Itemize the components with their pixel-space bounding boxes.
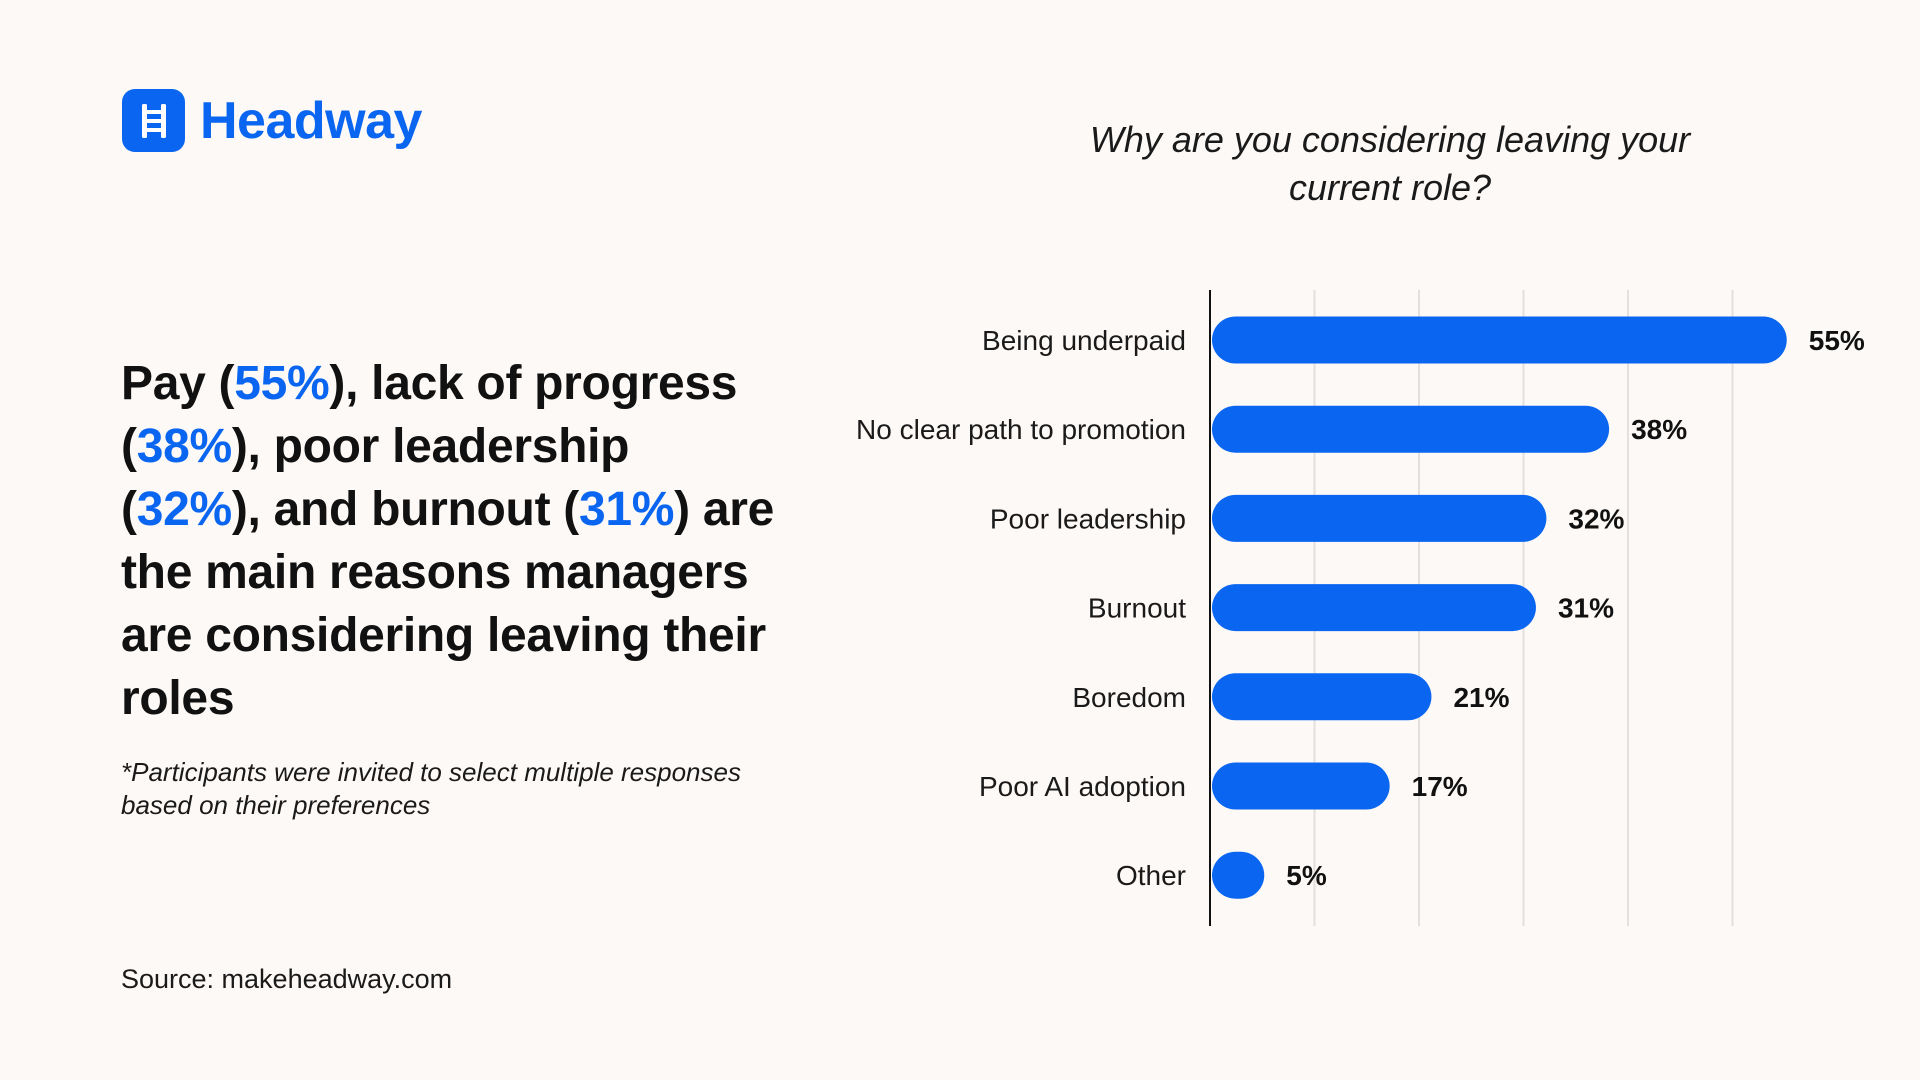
bar [1212, 316, 1787, 364]
chart-title: Why are you considering leaving your cur… [1089, 119, 1691, 208]
value-label: 32% [1568, 503, 1624, 534]
value-label: 31% [1558, 593, 1614, 624]
value-label: 55% [1809, 325, 1865, 356]
headline-text: ), poor leadership ( [121, 420, 630, 536]
ladder-icon [122, 89, 185, 152]
bar [1212, 584, 1536, 632]
value-label: 5% [1286, 860, 1327, 891]
category-label: Being underpaid [982, 325, 1186, 356]
category-label: Burnout [1088, 593, 1186, 624]
bar [1212, 494, 1547, 542]
value-label: 17% [1412, 771, 1468, 802]
bar [1212, 851, 1265, 899]
bar [1212, 405, 1610, 453]
category-label: Poor leadership [990, 503, 1186, 534]
category-label: Other [1116, 860, 1186, 891]
brand-logo: Headway [122, 89, 422, 152]
headline-text: ), lack of progress ( [121, 357, 738, 473]
headline-highlight: 32% [136, 483, 232, 536]
brand-name: Headway [200, 91, 422, 150]
headline-text: Pay ( [121, 357, 235, 410]
source-credit: Source: makeheadway.com [121, 964, 453, 994]
value-label: 38% [1631, 414, 1687, 445]
value-label: 21% [1453, 682, 1509, 713]
headline-highlight: 38% [136, 420, 232, 473]
bar [1212, 762, 1390, 810]
headline-highlight: 55% [234, 357, 330, 410]
headline-highlight: 31% [578, 483, 675, 536]
headline: Pay (55%), lack of progress (38%), poor … [121, 352, 781, 730]
footnote: *Participants were invited to select mul… [121, 757, 741, 820]
category-label: Boredom [1072, 682, 1186, 713]
headline-text: ), and burnout ( [231, 483, 579, 536]
category-label: No clear path to promotion [856, 414, 1186, 445]
category-label: Poor AI adoption [979, 771, 1186, 802]
headline-text: ) are the main reasons managers are cons… [121, 483, 775, 725]
bar [1212, 673, 1432, 721]
